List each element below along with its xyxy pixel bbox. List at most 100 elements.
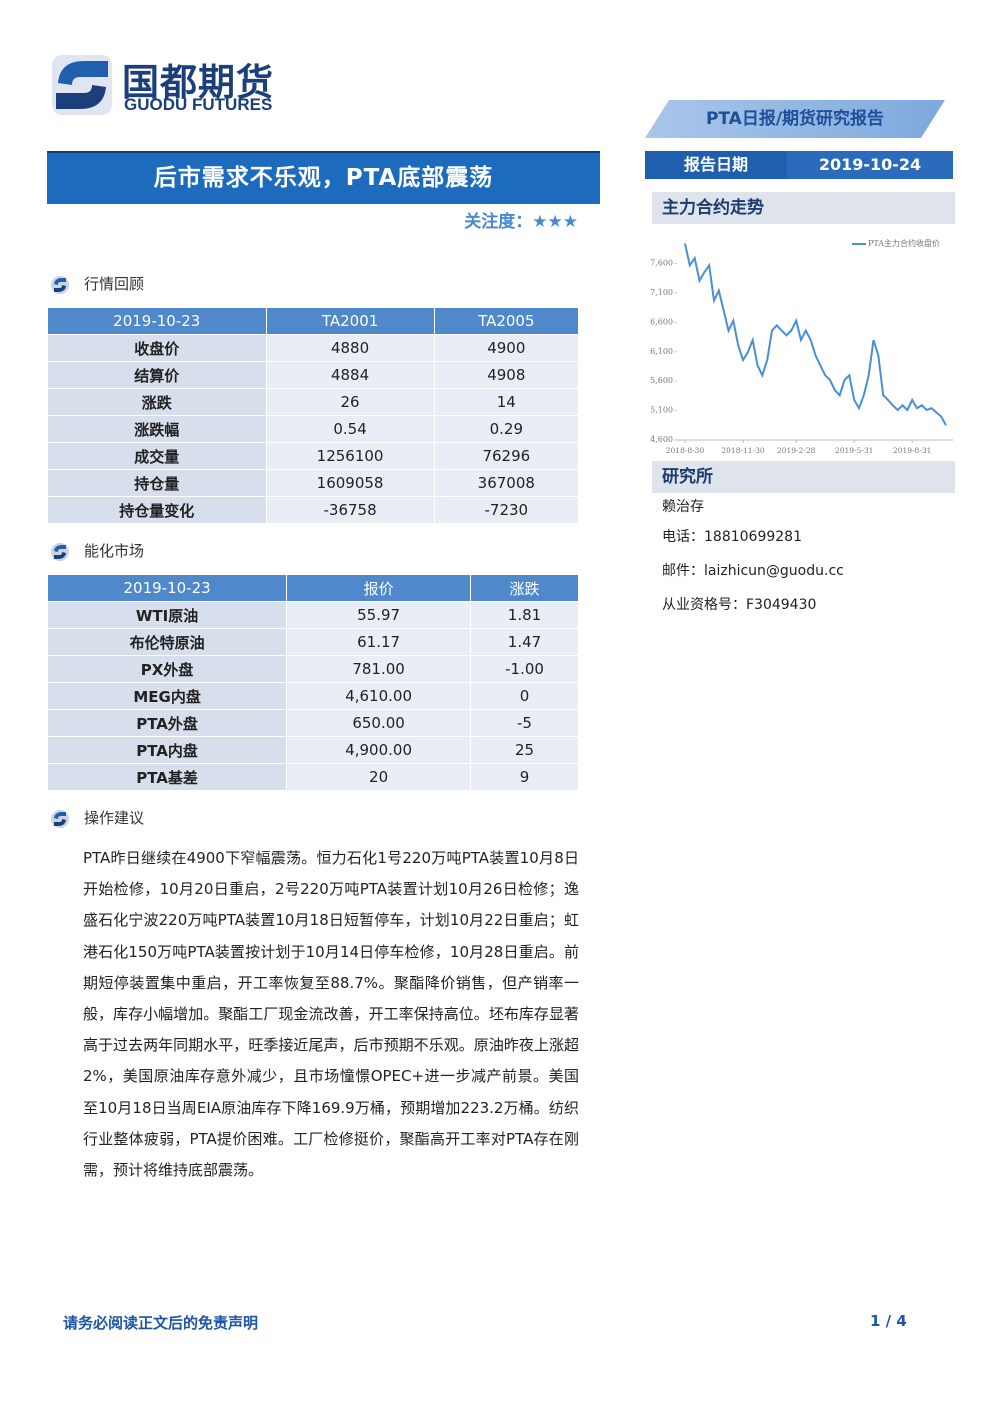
value-cell: 14 — [433, 388, 580, 416]
contact-line: 从业资格号：F3049430 — [662, 597, 817, 613]
header-cell: 2019-10-23 — [47, 307, 267, 335]
row-label: 结算价 — [47, 361, 267, 389]
section-icon — [51, 275, 69, 294]
report-date: 2019-10-24 — [787, 151, 953, 179]
value-cell: 650.00 — [286, 709, 472, 737]
value-cell: 1.81 — [470, 601, 579, 629]
y-tick-label: 7,600 — [650, 259, 673, 268]
table-row: PTA内盘 4,900.00 25 — [46, 736, 579, 764]
value-cell: 367008 — [433, 469, 580, 497]
y-tick-label: 5,100 — [650, 406, 673, 415]
research-heading: 研究所 — [652, 461, 955, 493]
value-cell: 4884 — [265, 361, 435, 389]
value-cell: 0.54 — [265, 415, 435, 443]
row-label: PTA基差 — [46, 763, 288, 791]
value-cell: 4,610.00 — [286, 682, 472, 710]
section-title: 行情回顾 — [84, 275, 145, 293]
value-cell: 0 — [470, 682, 579, 710]
value-cell: 4908 — [433, 361, 580, 389]
value-cell: -1.00 — [470, 655, 579, 683]
header-cell: 涨跌 — [470, 574, 579, 602]
row-label: 持仓量 — [47, 469, 267, 497]
value-cell: 55.97 — [286, 601, 472, 629]
x-tick-label: 2018-8-30 — [666, 446, 705, 455]
value-cell: 9 — [470, 763, 579, 791]
table-row: 成交量 1256100 76296 — [47, 442, 580, 470]
value-cell: -36758 — [265, 496, 435, 524]
value-cell: 4,900.00 — [286, 736, 472, 764]
value-cell: 0.29 — [433, 415, 580, 443]
report-title: 后市需求不乐观，PTA底部震荡 — [47, 151, 600, 204]
disclaimer: 请务必阅读正文后的免责声明 — [63, 1314, 259, 1332]
attention: 关注度：★★★ — [380, 207, 578, 232]
section-icon — [51, 542, 69, 561]
chart: 4,600 5,100 5,600 6,100 6,600 7,100 7,600 2018-… — [650, 238, 953, 455]
row-label: 持仓量变化 — [47, 496, 267, 524]
row-label: PX外盘 — [46, 655, 288, 683]
table-header: 2019-10-23 TA2001 TA2005 — [47, 307, 580, 335]
section-heading: 行情回顾 — [50, 273, 144, 295]
data-table: 2019-10-23 TA2001 TA2005 收盘价 4880 4900 结算价 4884… — [47, 307, 580, 524]
table-header: 2019-10-23 报价 涨跌 — [46, 574, 579, 602]
contact-line: 电话：18810699281 — [662, 529, 802, 545]
data-table: 2019-10-23 报价 涨跌 WTI原油 55.97 1.81 布伦特原油 61.17 1.… — [46, 574, 579, 791]
value-cell: 76296 — [433, 442, 580, 470]
date-label: 报告日期 — [645, 151, 787, 179]
attention-label: 关注度： — [464, 212, 533, 232]
table-row: PTA外盘 650.00 -5 — [46, 709, 579, 737]
row-label: 收盘价 — [47, 334, 267, 362]
value-cell: 26 — [265, 388, 435, 416]
header-cell: TA2005 — [433, 307, 580, 335]
contact-line: 邮件：laizhicun@guodu.cc — [662, 563, 844, 579]
chart-heading: 主力合约走势 — [652, 192, 955, 224]
row-label: MEG内盘 — [46, 682, 288, 710]
logo-subtext: GUODU FUTURES — [124, 95, 273, 114]
row-label: 成交量 — [47, 442, 267, 470]
x-tick-label: 2019-5-31 — [835, 446, 873, 455]
section-title: 操作建议 — [84, 809, 145, 827]
section-title: 能化市场 — [84, 542, 145, 560]
value-cell: 1.47 — [470, 628, 579, 656]
value-cell: 781.00 — [286, 655, 472, 683]
table-row: 持仓量 1609058 367008 — [47, 469, 580, 497]
table-row: 布伦特原油 61.17 1.47 — [46, 628, 579, 656]
x-tick-label: 2019-8-31 — [893, 446, 931, 455]
row-label: PTA内盘 — [46, 736, 288, 764]
row-label: PTA外盘 — [46, 709, 288, 737]
header-cell: TA2001 — [265, 307, 435, 335]
section-heading: 能化市场 — [50, 540, 144, 562]
value-cell: 1609058 — [265, 469, 435, 497]
report-type: PTA日报/期货研究报告 — [645, 100, 945, 138]
y-tick-label: 5,600 — [650, 376, 673, 385]
y-tick-label: 6,600 — [650, 317, 673, 326]
table-row: WTI原油 55.97 1.81 — [46, 601, 579, 629]
page-number: 1 / 4 — [870, 1312, 907, 1330]
attention-stars: ★★★ — [532, 212, 578, 232]
value-cell: -5 — [470, 709, 579, 737]
table-row: MEG内盘 4,610.00 0 — [46, 682, 579, 710]
value-cell: 1256100 — [265, 442, 435, 470]
header-cell: 报价 — [286, 574, 472, 602]
paragraph: PTA昨日继续在4900下窄幅震荡。恒力石化1号220万吨PTA装置10月8日开… — [83, 849, 579, 1180]
value-cell: -7230 — [433, 496, 580, 524]
logo-text: 国都期货 — [122, 61, 274, 104]
row-label: 涨跌 — [47, 388, 267, 416]
value-cell: 61.17 — [286, 628, 472, 656]
section-icon — [51, 809, 69, 828]
row-label: 布伦特原油 — [46, 628, 288, 656]
table-row: 持仓量变化 -36758 -7230 — [47, 496, 580, 524]
value-cell: 25 — [470, 736, 579, 764]
contact-line: 赖治存 — [662, 499, 704, 515]
value-cell: 20 — [286, 763, 472, 791]
table-row: 收盘价 4880 4900 — [47, 334, 580, 362]
x-tick-label: 2019-2-28 — [777, 446, 816, 455]
logo-icon — [52, 55, 112, 115]
y-tick-label: 7,100 — [650, 288, 673, 297]
section-heading: 操作建议 — [50, 807, 144, 829]
value-cell: 4880 — [265, 334, 435, 362]
y-tick-label: 4,600 — [650, 435, 673, 444]
table-row: 涨跌 26 14 — [47, 388, 580, 416]
table-row: 涨跌幅 0.54 0.29 — [47, 415, 580, 443]
table-row: 结算价 4884 4908 — [47, 361, 580, 389]
